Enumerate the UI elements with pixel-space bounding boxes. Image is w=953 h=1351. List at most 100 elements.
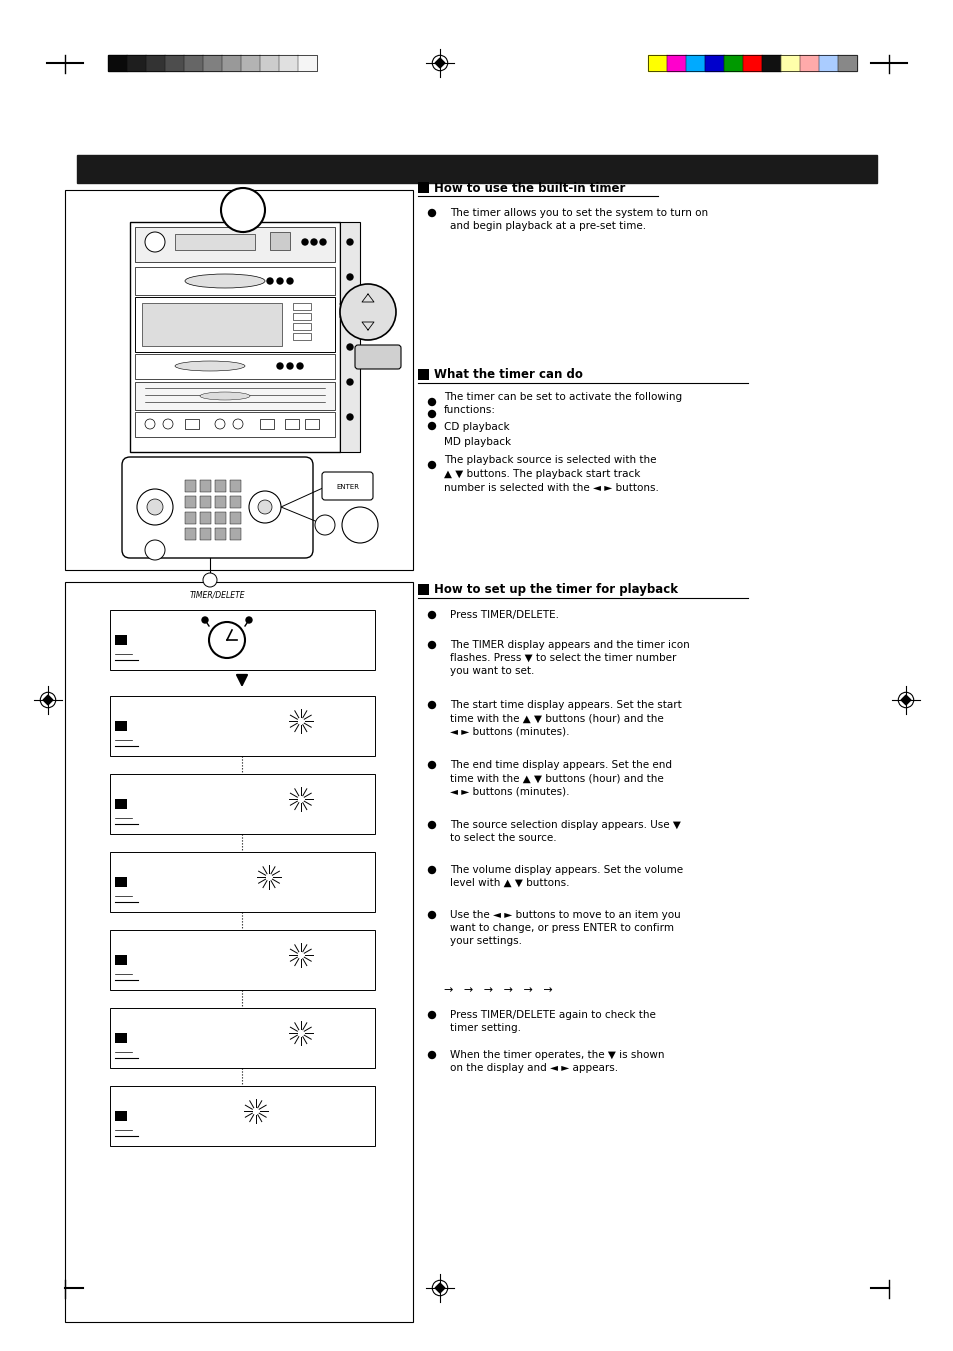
Text: When the timer operates, the ▼ is shown
on the display and ◄ ► appears.: When the timer operates, the ▼ is shown …: [450, 1050, 664, 1073]
Circle shape: [214, 419, 225, 430]
Text: What the timer can do: What the timer can do: [434, 369, 582, 381]
Ellipse shape: [174, 361, 245, 372]
Bar: [278, 55, 297, 72]
Bar: [305, 419, 318, 430]
Circle shape: [137, 489, 172, 526]
Bar: [65, 582, 413, 1323]
Bar: [417, 182, 429, 193]
Circle shape: [347, 309, 353, 315]
Bar: [130, 222, 339, 453]
Bar: [115, 1034, 127, 1043]
Circle shape: [428, 1051, 435, 1058]
Bar: [293, 332, 311, 340]
Bar: [742, 55, 761, 72]
Bar: [761, 55, 781, 72]
Ellipse shape: [185, 274, 265, 288]
Circle shape: [145, 419, 154, 430]
Bar: [135, 297, 335, 353]
Circle shape: [302, 239, 308, 245]
Circle shape: [246, 617, 252, 623]
Bar: [65, 190, 413, 570]
FancyBboxPatch shape: [355, 345, 400, 369]
Circle shape: [145, 540, 165, 561]
Circle shape: [347, 413, 353, 420]
Text: The end time display appears. Set the end
time with the ▲ ▼ buttons (hour) and t: The end time display appears. Set the en…: [450, 761, 671, 796]
Circle shape: [202, 617, 208, 623]
Circle shape: [347, 274, 353, 280]
Circle shape: [428, 701, 435, 708]
Circle shape: [296, 363, 303, 369]
Circle shape: [428, 1012, 435, 1019]
Circle shape: [287, 363, 293, 369]
Circle shape: [203, 573, 216, 586]
Bar: [127, 55, 146, 72]
Circle shape: [428, 423, 435, 430]
Bar: [200, 496, 211, 508]
Bar: [115, 635, 127, 644]
Circle shape: [311, 239, 316, 245]
Bar: [115, 955, 127, 965]
Bar: [185, 512, 195, 524]
Bar: [185, 480, 195, 492]
Circle shape: [267, 278, 273, 284]
FancyBboxPatch shape: [122, 457, 313, 558]
Bar: [110, 774, 375, 834]
Bar: [135, 382, 335, 409]
Text: Use the ◄ ► buttons to move to an item you
want to change, or press ENTER to con: Use the ◄ ► buttons to move to an item y…: [450, 911, 680, 947]
Bar: [115, 1111, 127, 1121]
Text: The timer can be set to activate the following
functions:: The timer can be set to activate the fol…: [443, 392, 681, 415]
Circle shape: [249, 490, 281, 523]
Bar: [666, 55, 685, 72]
Circle shape: [428, 821, 435, 828]
Bar: [115, 798, 127, 809]
Bar: [800, 55, 818, 72]
Bar: [230, 496, 241, 508]
Circle shape: [209, 621, 245, 658]
Text: The volume display appears. Set the volume
level with ▲ ▼ buttons.: The volume display appears. Set the volu…: [450, 865, 682, 888]
Bar: [108, 55, 127, 72]
Circle shape: [339, 284, 395, 340]
Bar: [214, 496, 226, 508]
Circle shape: [163, 419, 172, 430]
Bar: [108, 55, 316, 72]
Bar: [184, 55, 203, 72]
Bar: [110, 1008, 375, 1069]
Circle shape: [147, 499, 163, 515]
Text: The start time display appears. Set the start
time with the ▲ ▼ buttons (hour) a: The start time display appears. Set the …: [450, 700, 681, 736]
Bar: [293, 313, 311, 320]
Bar: [837, 55, 856, 72]
Bar: [293, 323, 311, 330]
Bar: [135, 267, 335, 295]
Text: The timer allows you to set the system to turn on
and begin playback at a pre-se: The timer allows you to set the system t…: [450, 208, 707, 231]
Bar: [200, 512, 211, 524]
Circle shape: [428, 912, 435, 919]
Bar: [110, 696, 375, 757]
Text: MD playback: MD playback: [443, 436, 511, 447]
Bar: [214, 528, 226, 540]
Circle shape: [428, 462, 435, 469]
Bar: [260, 55, 278, 72]
Bar: [174, 234, 254, 250]
Circle shape: [428, 209, 435, 216]
Bar: [704, 55, 723, 72]
Bar: [270, 232, 290, 250]
Bar: [185, 496, 195, 508]
Bar: [135, 227, 335, 262]
Polygon shape: [435, 1283, 444, 1293]
Bar: [230, 512, 241, 524]
Text: TIMER/DELETE: TIMER/DELETE: [190, 590, 245, 600]
Text: The TIMER display appears and the timer icon
flashes. Press ▼ to select the time: The TIMER display appears and the timer …: [450, 640, 689, 677]
Circle shape: [233, 419, 243, 430]
Text: →   →   →   →   →   →: → → → → → →: [443, 985, 552, 994]
Bar: [723, 55, 742, 72]
Circle shape: [428, 866, 435, 874]
Polygon shape: [901, 696, 910, 705]
Bar: [146, 55, 165, 72]
Polygon shape: [435, 58, 444, 68]
Bar: [135, 412, 335, 436]
Circle shape: [276, 363, 283, 369]
Ellipse shape: [200, 392, 250, 400]
Circle shape: [257, 500, 272, 513]
Text: How to use the built-in timer: How to use the built-in timer: [434, 181, 625, 195]
Bar: [110, 1086, 375, 1146]
